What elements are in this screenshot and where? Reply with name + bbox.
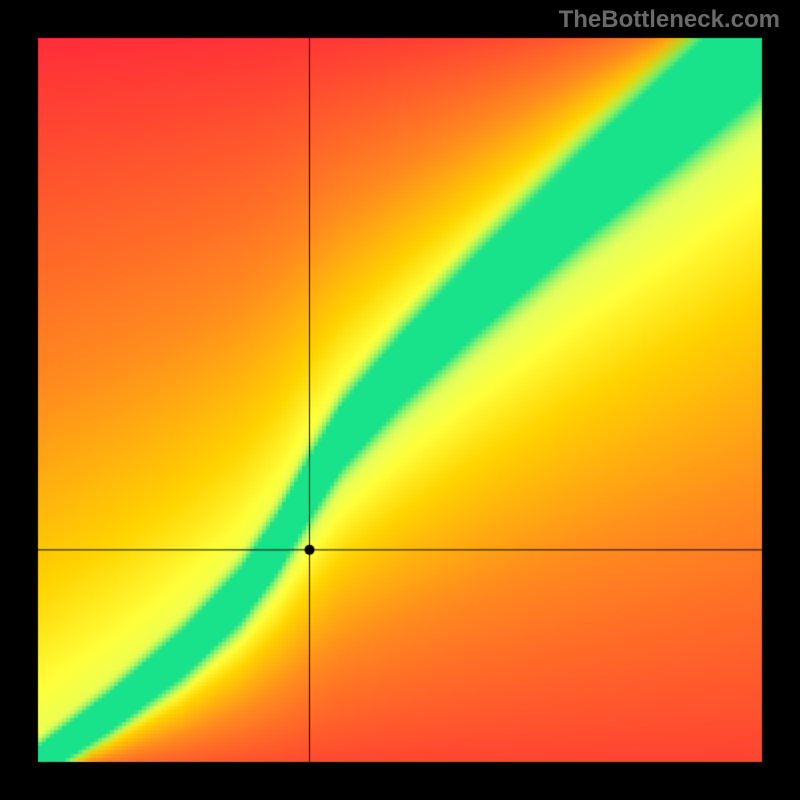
chart-container: TheBottleneck.com: [0, 0, 800, 800]
bottleneck-heatmap: [0, 0, 800, 800]
watermark-text: TheBottleneck.com: [559, 6, 780, 34]
